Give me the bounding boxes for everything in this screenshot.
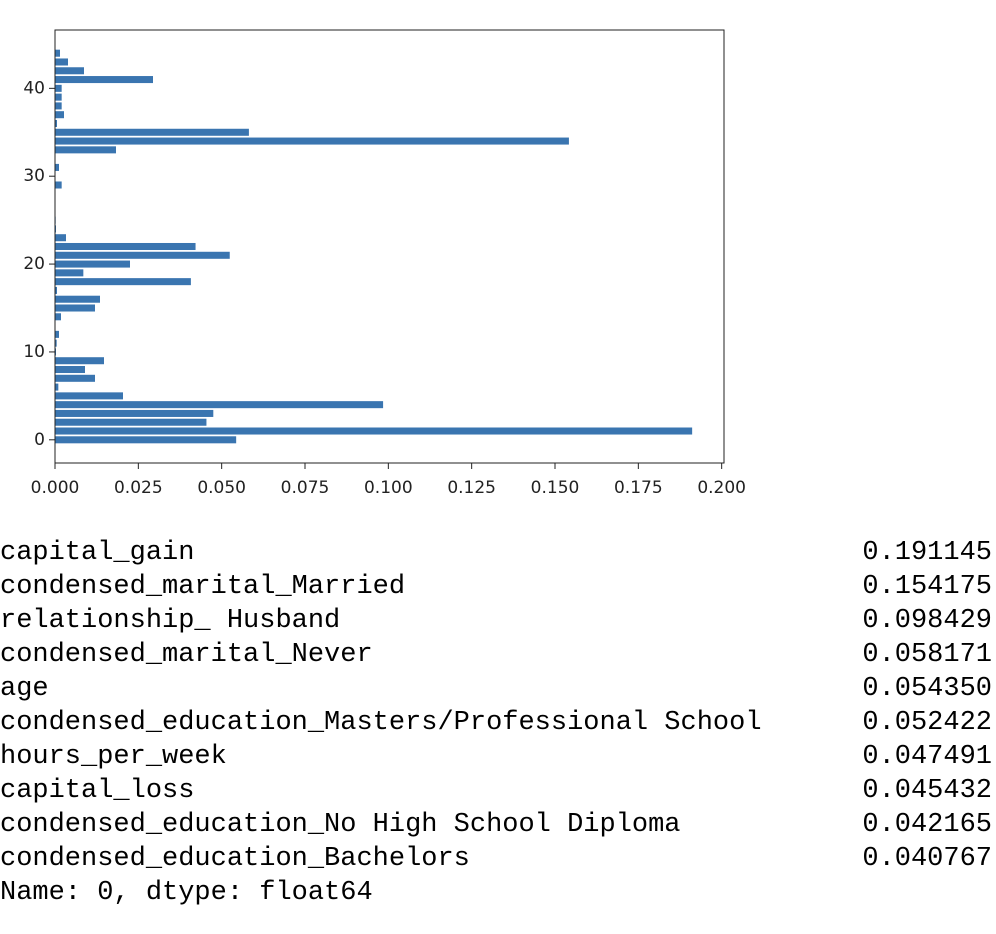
bar (55, 436, 237, 444)
bar (55, 76, 153, 84)
bar (55, 304, 95, 312)
bar (55, 295, 100, 303)
x-tick-label: 0.200 (697, 478, 746, 498)
bar (55, 84, 62, 92)
feature-value: 0.042165 (862, 810, 992, 840)
output-row: condensed_marital_Never 0.058171 (0, 638, 992, 672)
bar (55, 260, 130, 268)
feature-value: 0.098429 (862, 606, 992, 636)
feature-value: 0.054350 (862, 674, 992, 704)
bar (55, 427, 693, 435)
feature-value: 0.058171 (862, 640, 992, 670)
bar (55, 330, 59, 338)
y-tick-label: 20 (23, 254, 45, 274)
feature-value: 0.191145 (862, 538, 992, 568)
bar (55, 409, 214, 417)
bar (55, 418, 207, 426)
bar (55, 163, 59, 171)
feature-value: 0.047491 (862, 742, 992, 772)
bar (55, 67, 84, 75)
bar (55, 242, 196, 251)
series-output: capital_gain 0.191145 condensed_marital_Ma… (0, 536, 992, 910)
bar (55, 111, 64, 119)
feature-name: condensed_education_Bachelors (0, 844, 470, 874)
output-row: hours_per_week 0.047491 (0, 740, 992, 774)
x-tick-label: 0.050 (197, 478, 246, 498)
bar (55, 278, 191, 286)
feature-value: 0.154175 (862, 572, 992, 602)
bar (55, 392, 123, 400)
output-row: capital_loss 0.045432 (0, 774, 992, 808)
bar (55, 58, 68, 66)
feature-value: 0.045432 (862, 776, 992, 806)
bar (55, 137, 569, 145)
bar (55, 251, 230, 259)
y-tick-label: 10 (23, 342, 45, 362)
output-row: relationship_ Husband 0.098429 (0, 604, 992, 638)
output-row: condensed_education_Masters/Professional… (0, 706, 992, 740)
x-tick-label: 0.000 (31, 478, 80, 498)
feature-name: relationship_ Husband (0, 606, 341, 636)
chart: 0 10 20 30 40 0.000 0.025 0.050 0.075 0.100 0.125 0… (23, 29, 746, 498)
bar (55, 49, 60, 57)
bar (55, 313, 61, 321)
feature-name: condensed_education_Masters/Professional… (0, 708, 762, 738)
bar (55, 339, 57, 347)
bar (55, 269, 84, 277)
x-tick-label: 0.100 (364, 478, 413, 498)
bar (55, 181, 62, 189)
output-row: capital_gain 0.191145 (0, 536, 992, 570)
bar (55, 93, 62, 101)
bar (55, 234, 66, 242)
bar (55, 374, 95, 382)
feature-name: condensed_education_No High School Diplo… (0, 810, 681, 840)
y-tick-label: 40 (23, 78, 45, 98)
y-tick-label: 0 (34, 430, 45, 450)
feature-name: hours_per_week (0, 742, 227, 772)
feature-value: 0.052422 (862, 708, 992, 738)
x-tick-label: 0.175 (614, 478, 663, 498)
bar (55, 286, 57, 294)
feature-name: condensed_marital_Never (0, 640, 373, 670)
x-tick-label: 0.075 (281, 478, 330, 498)
y-tick-label: 30 (23, 166, 45, 186)
bar (55, 383, 59, 391)
bar (55, 146, 116, 154)
output-row: condensed_education_No High School Diplo… (0, 808, 992, 842)
output-row: condensed_education_Bachelors 0.040767 (0, 842, 992, 876)
output-row: condensed_marital_Married 0.154175 (0, 570, 992, 604)
feature-name: capital_gain (0, 538, 195, 568)
plot-frame (54, 29, 725, 464)
bar (55, 365, 85, 374)
x-tick-label: 0.150 (531, 478, 580, 498)
feature-name: age (0, 674, 49, 704)
dtype-footer: Name: 0, dtype: float64 (0, 878, 373, 908)
feature-value: 0.040767 (862, 844, 992, 874)
output-row: age 0.054350 (0, 672, 992, 706)
bar (55, 401, 384, 409)
x-tick-label: 0.125 (447, 478, 496, 498)
bar (55, 357, 104, 365)
bar (55, 119, 57, 128)
bar (55, 102, 62, 110)
feature-name: capital_loss (0, 776, 195, 806)
feature-name: condensed_marital_Married (0, 572, 406, 602)
bar (55, 128, 249, 136)
x-tick-label: 0.025 (114, 478, 163, 498)
